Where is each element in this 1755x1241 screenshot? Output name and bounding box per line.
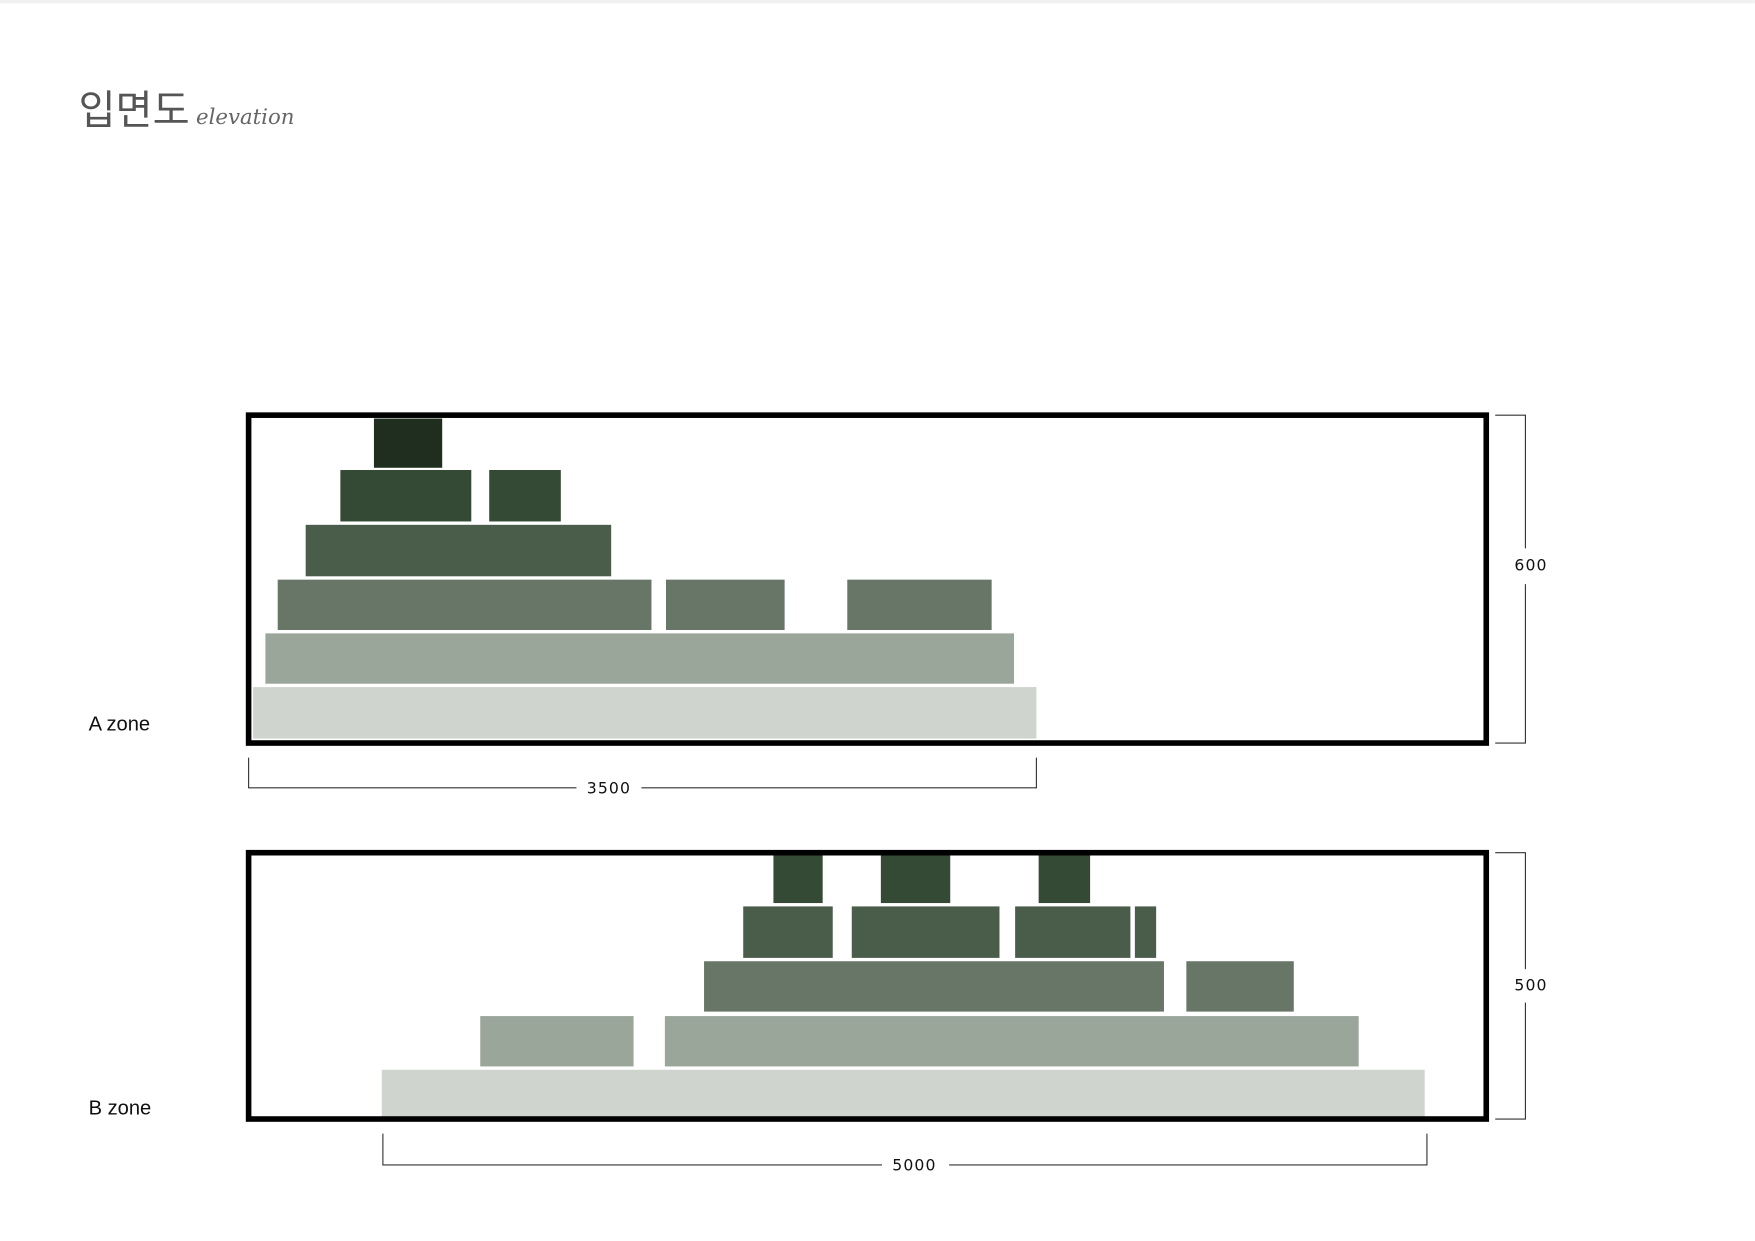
zone-label: B zone	[89, 1097, 152, 1119]
planter-block	[773, 854, 823, 904]
planter-block	[305, 524, 612, 577]
width-dimension	[382, 1133, 1428, 1166]
planter-block	[277, 579, 652, 631]
width-dimension	[248, 757, 1037, 789]
planter-block	[743, 906, 833, 958]
height-label: 500	[1514, 975, 1547, 994]
zone-frame	[245, 412, 1490, 746]
planter-block	[381, 1069, 1425, 1117]
planter-block	[253, 687, 1037, 739]
planter-block	[1186, 961, 1294, 1012]
planter-block	[704, 961, 1164, 1012]
planter-block	[1038, 854, 1091, 904]
height-dimension	[1495, 414, 1526, 744]
planter-block	[373, 418, 443, 468]
planter-block	[265, 633, 1015, 684]
height-label: 600	[1514, 556, 1547, 575]
planter-block	[480, 1016, 634, 1067]
height-dimension	[1495, 852, 1526, 1120]
subtitle: elevation	[196, 105, 294, 130]
top-band	[0, 0, 1755, 4]
width-label: 5000	[892, 1156, 936, 1175]
planter-block	[666, 579, 785, 631]
title: 입면도	[79, 88, 190, 134]
planter-block	[1134, 906, 1157, 958]
width-label: 3500	[587, 778, 631, 797]
planter-block	[880, 854, 951, 904]
zone-frame	[245, 849, 1490, 1122]
planter-block	[1015, 906, 1131, 958]
planter-block	[847, 579, 992, 631]
planter-block	[489, 469, 561, 522]
planter-block	[664, 1016, 1359, 1067]
planter-block	[340, 469, 472, 522]
planter-block	[851, 906, 1000, 958]
zone-label: A zone	[89, 713, 151, 735]
